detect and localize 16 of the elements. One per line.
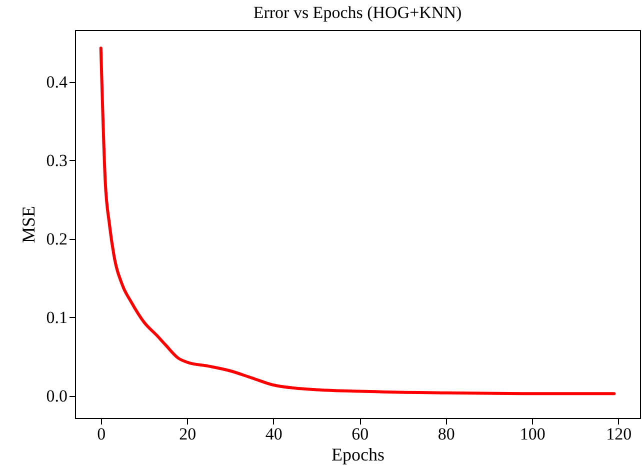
x-tick-label: 0 [97, 424, 106, 444]
x-tick-label: 20 [179, 424, 196, 444]
y-axis-title: MSE [18, 206, 38, 244]
y-tick-label: 0.4 [46, 72, 68, 92]
y-tick-label: 0.2 [46, 229, 68, 248]
x-tick-label: 60 [352, 424, 369, 444]
x-tick-label: 40 [265, 424, 282, 444]
x-tick-label: 80 [438, 424, 455, 444]
y-tick-label: 0.3 [46, 150, 68, 170]
x-tick-label: 120 [606, 424, 632, 444]
y-tick-label: 0.1 [46, 308, 68, 327]
line-series [99, 46, 616, 396]
x-tick-label: 100 [520, 424, 546, 444]
y-tick-label: 0.0 [46, 386, 68, 406]
x-axis-title: Epochs [332, 444, 384, 464]
chart-title: Error vs Epochs (HOG+KNN) [253, 3, 462, 22]
